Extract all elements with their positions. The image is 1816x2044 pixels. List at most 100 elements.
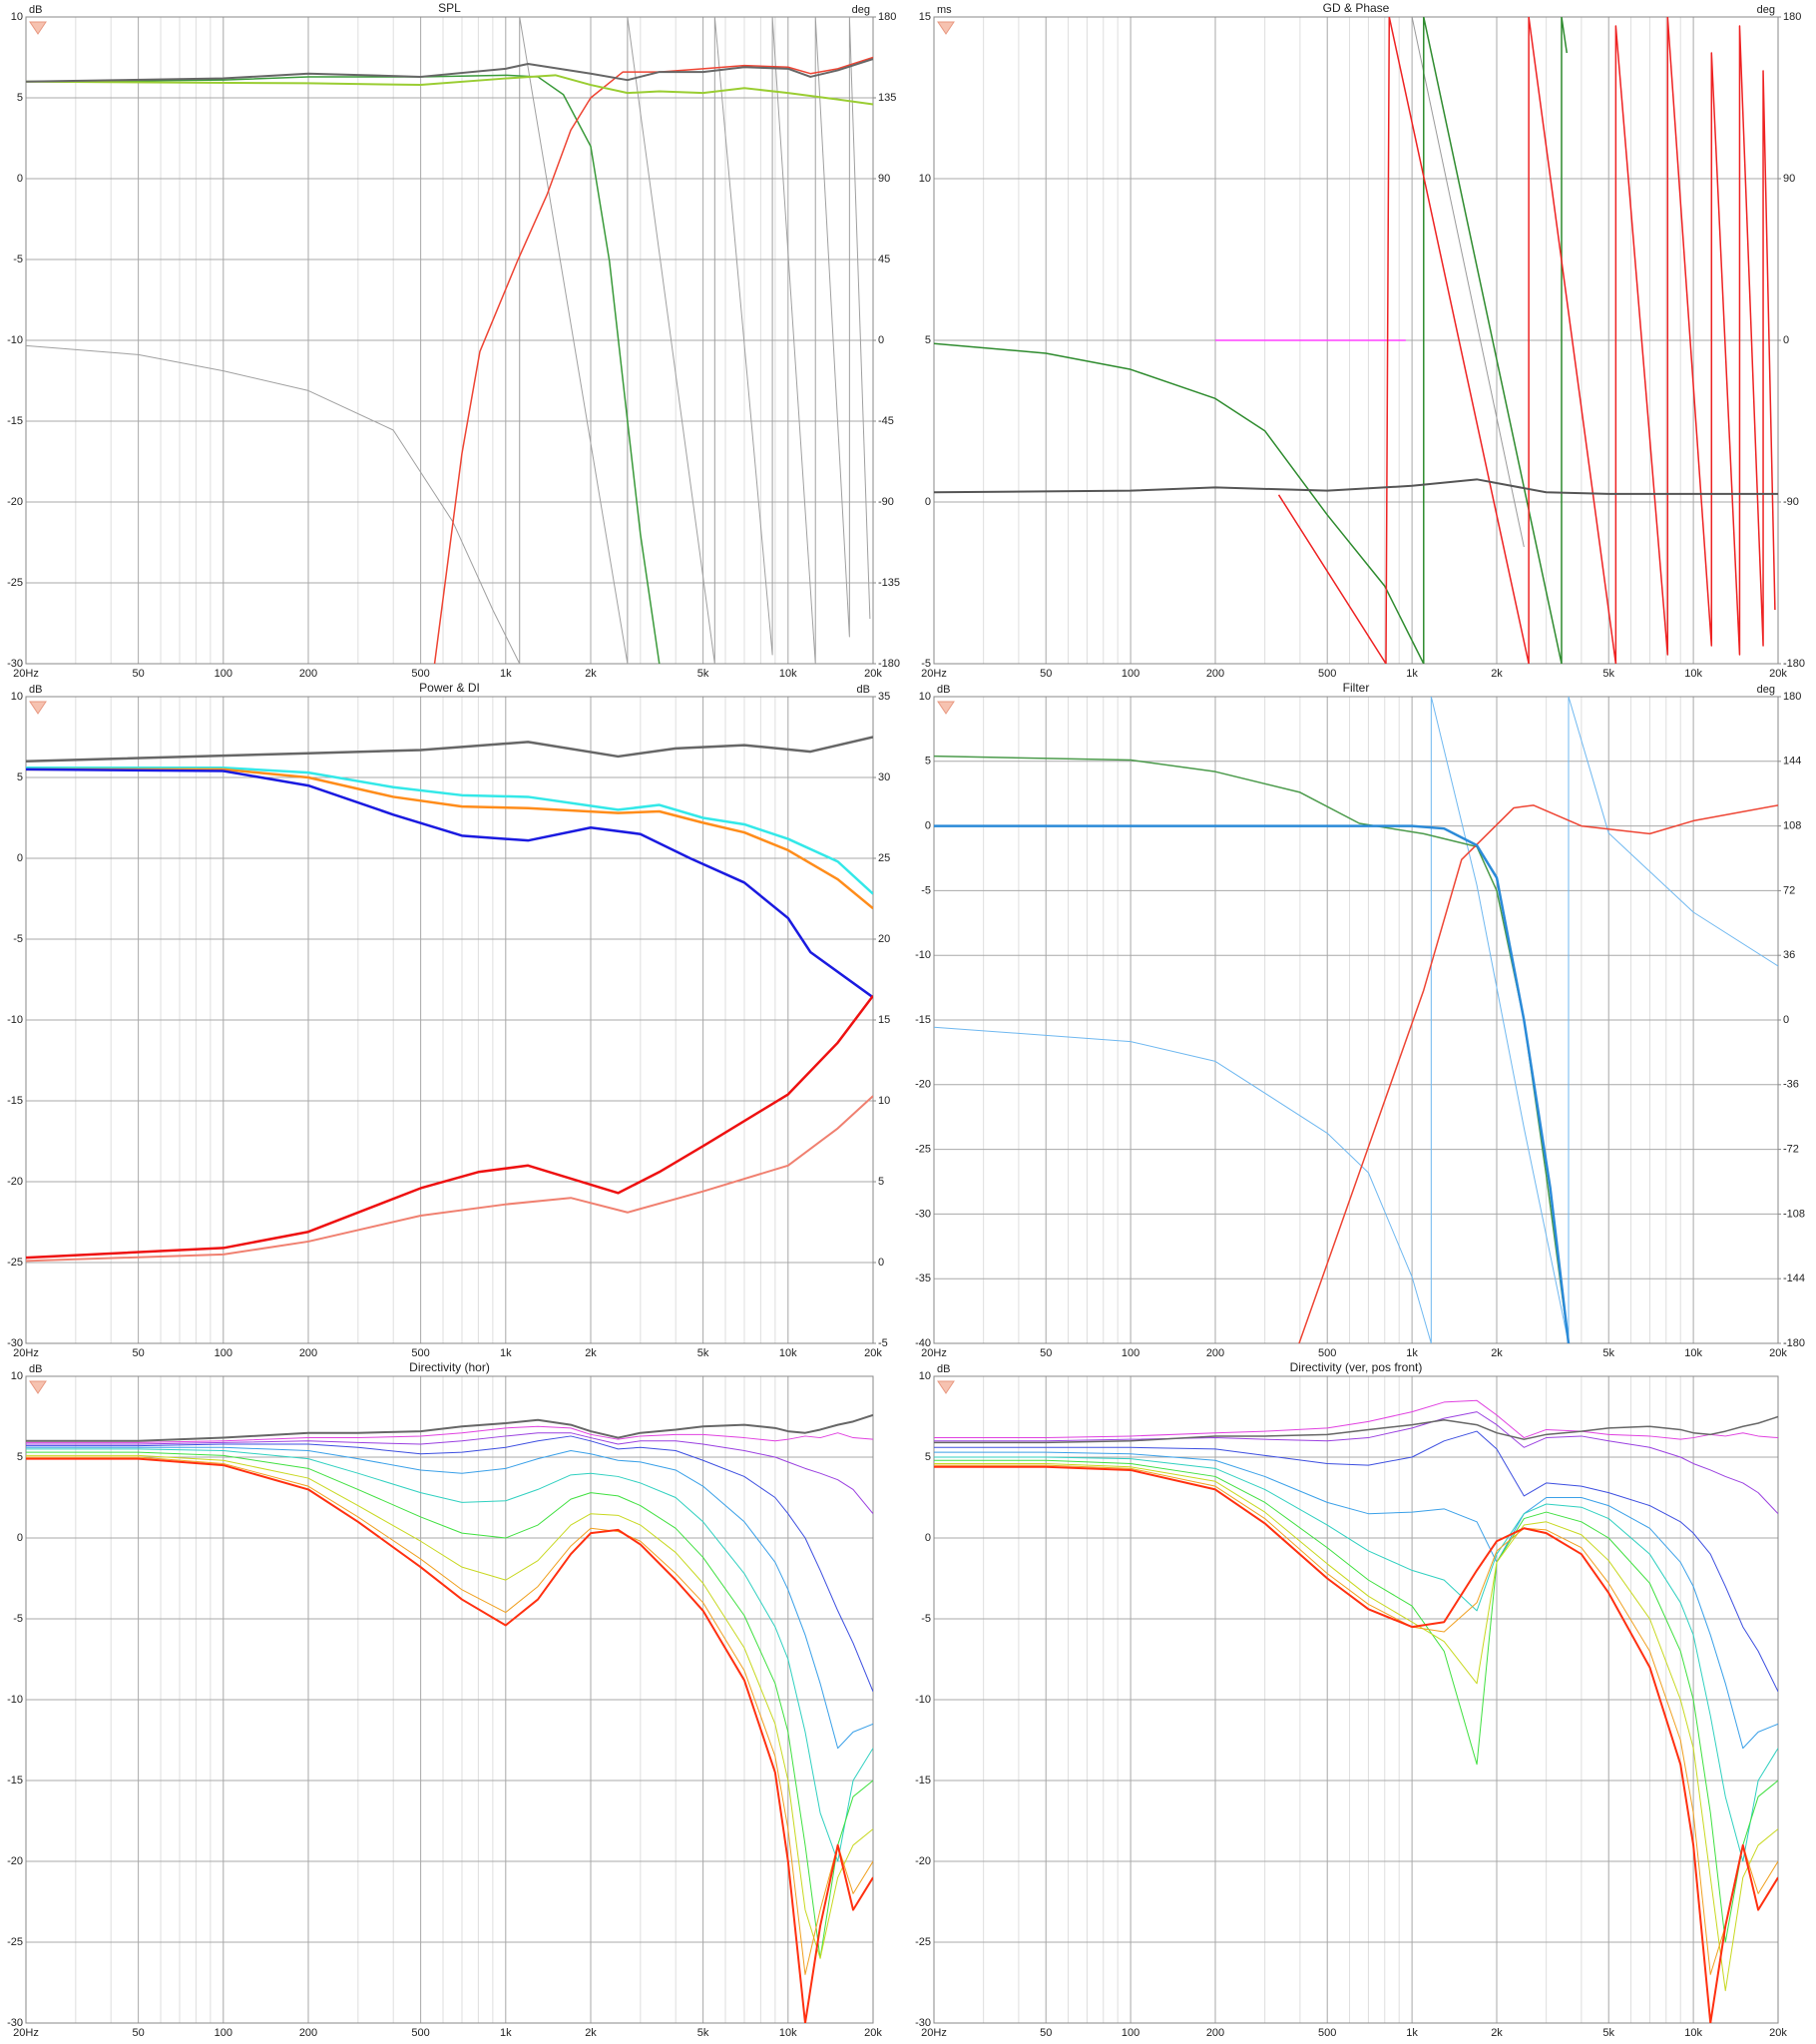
y2-tick-label: 35 xyxy=(878,691,890,703)
x-tick-label: 1k xyxy=(1406,2027,1418,2039)
series-line xyxy=(26,1457,873,2023)
y-tick-label: 5 xyxy=(17,771,23,783)
y-tick-label: -10 xyxy=(915,949,931,961)
x-tick-label: 50 xyxy=(1040,2027,1052,2039)
x-tick-label: 1k xyxy=(500,1347,512,1359)
logo xyxy=(29,21,47,35)
series-line xyxy=(26,58,873,83)
y-tick-label: -25 xyxy=(7,577,23,589)
y-tick-label: -25 xyxy=(915,1144,931,1156)
y-tick-label: -35 xyxy=(915,1273,931,1284)
x-tick-label: 500 xyxy=(411,2027,429,2039)
y-axis-label: ms xyxy=(937,4,952,16)
x-tick-label: 2k xyxy=(585,668,597,680)
y2-tick-label: -5 xyxy=(878,1337,888,1349)
x-tick-label: 100 xyxy=(215,1347,232,1359)
series-group xyxy=(934,697,1778,1343)
x-tick-label: 2k xyxy=(1491,1347,1503,1359)
y-tick-label: 5 xyxy=(925,1451,931,1463)
y2-tick-label: 36 xyxy=(1783,949,1795,961)
x-tick-label: 20k xyxy=(1769,1347,1787,1359)
series-line xyxy=(26,1454,873,1959)
series-line xyxy=(1277,17,1776,664)
y-tick-label: -20 xyxy=(915,1079,931,1091)
chart-title: Filter xyxy=(1343,681,1370,695)
x-tick-label: 200 xyxy=(1206,2027,1224,2039)
x-tick-label: 5k xyxy=(1602,668,1614,680)
y2-tick-label: 20 xyxy=(878,933,890,945)
y-tick-label: -10 xyxy=(7,1694,23,1706)
y2-tick-label: 180 xyxy=(1783,11,1801,23)
series-line xyxy=(934,1456,1778,1862)
x-tick-label: 500 xyxy=(1318,1347,1336,1359)
x-tick-label: 200 xyxy=(299,1347,317,1359)
x-tick-label: 1k xyxy=(1406,1347,1418,1359)
y-tick-label: -15 xyxy=(915,1775,931,1787)
logo xyxy=(29,701,47,715)
x-tick-label: 100 xyxy=(1122,668,1139,680)
y-tick-label: 5 xyxy=(925,334,931,346)
x-tick-label: 20Hz xyxy=(921,1347,947,1359)
chart-title: Directivity (hor) xyxy=(409,1360,490,1374)
series-group xyxy=(26,736,873,1263)
series-line xyxy=(1298,804,1778,1343)
y-tick-label: -40 xyxy=(915,1337,931,1349)
series-line xyxy=(26,74,661,664)
y-tick-label: -25 xyxy=(7,1257,23,1269)
chart-title: Directivity (ver, pos front) xyxy=(1290,1360,1423,1374)
series-line xyxy=(26,1451,873,1959)
y-tick-label: -15 xyxy=(7,415,23,427)
y-tick-label: 5 xyxy=(17,1451,23,1463)
x-tick-label: 10k xyxy=(1684,2027,1702,2039)
chart-title: SPL xyxy=(438,1,461,15)
x-tick-label: 5k xyxy=(697,668,709,680)
y-tick-label: -30 xyxy=(915,2017,931,2029)
y-tick-label: -5 xyxy=(13,1613,23,1625)
y2-tick-label: -45 xyxy=(878,415,894,427)
series-line xyxy=(934,1411,1778,1515)
series-line xyxy=(26,767,873,999)
y-tick-label: 10 xyxy=(919,1370,931,1382)
y2-tick-label: 25 xyxy=(878,852,890,864)
x-tick-label: 10k xyxy=(1684,1347,1702,1359)
x-tick-label: 10k xyxy=(779,668,797,680)
y-axis-label: dB xyxy=(29,1363,42,1375)
y2-tick-label: 45 xyxy=(878,254,890,265)
y-tick-label: -20 xyxy=(7,1176,23,1188)
y2-tick-label: 0 xyxy=(878,334,884,346)
series-line xyxy=(934,342,1425,664)
series-line xyxy=(26,1448,873,1862)
y2-tick-label: -180 xyxy=(1783,1337,1805,1349)
y-tick-label: -25 xyxy=(7,1936,23,1948)
x-tick-label: 1k xyxy=(500,2027,512,2039)
series-line xyxy=(1423,17,1569,664)
y2-tick-label: 0 xyxy=(878,1257,884,1269)
plot-border xyxy=(25,1375,874,2024)
plot-border xyxy=(25,16,874,665)
y-tick-label: -30 xyxy=(915,1208,931,1220)
logo xyxy=(937,1380,955,1394)
y2-tick-label: 30 xyxy=(878,771,890,783)
y-tick-label: 10 xyxy=(11,11,23,23)
logo xyxy=(937,21,955,35)
series-line xyxy=(26,1425,873,1443)
x-tick-label: 2k xyxy=(1491,2027,1503,2039)
x-tick-label: 20k xyxy=(1769,2027,1787,2039)
series-line xyxy=(433,56,873,664)
x-tick-label: 20Hz xyxy=(13,668,39,680)
y-axis-label: dB xyxy=(937,1363,950,1375)
y-tick-label: -5 xyxy=(921,884,931,896)
y-axis-label: dB xyxy=(29,4,42,16)
x-tick-label: 100 xyxy=(1122,1347,1139,1359)
x-tick-label: 2k xyxy=(1491,668,1503,680)
x-tick-label: 200 xyxy=(1206,668,1224,680)
y2-tick-label: -180 xyxy=(1783,658,1805,670)
y2-axis-label: deg xyxy=(852,4,870,16)
series-line xyxy=(26,1435,873,1693)
series-line xyxy=(26,1095,873,1263)
x-tick-label: 10k xyxy=(779,2027,797,2039)
y2-tick-label: 0 xyxy=(1783,334,1789,346)
y2-tick-label: -135 xyxy=(878,577,900,589)
y2-tick-label: -90 xyxy=(878,496,894,508)
